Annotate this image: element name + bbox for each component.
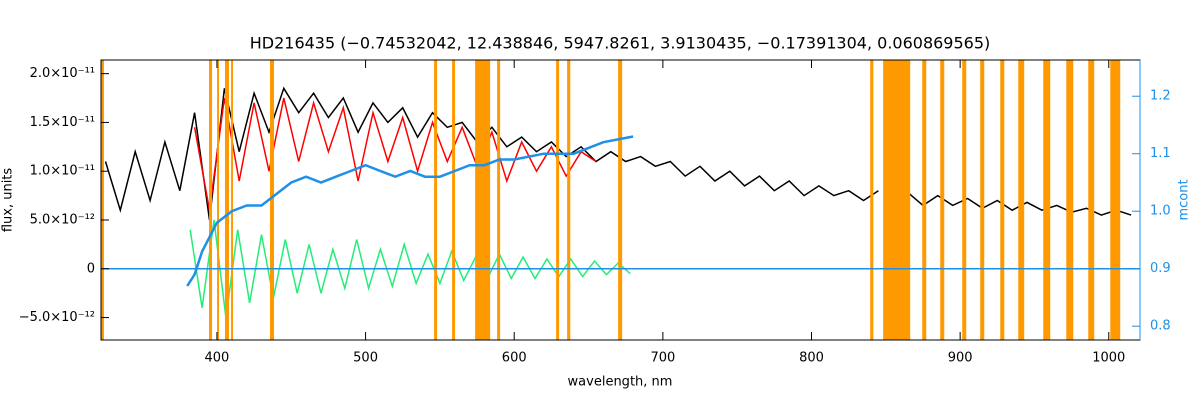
y-tick-label: 5.0×10⁻¹²: [30, 213, 95, 228]
y-tick-label: 0: [87, 261, 95, 276]
mask-band: [883, 60, 911, 340]
mask-band: [452, 60, 456, 340]
y2-tick-label: 1.2: [1150, 89, 1171, 104]
mask-band: [434, 60, 438, 340]
y-tick-label: 1.0×10⁻¹¹: [30, 164, 95, 179]
mask-band: [1043, 60, 1051, 340]
x-axis-label: wavelength, nm: [568, 375, 673, 390]
x-tick-label: 900: [948, 351, 973, 366]
mask-band: [1110, 60, 1121, 340]
x-tick-label: 800: [799, 351, 824, 366]
mask-band: [556, 60, 560, 340]
y2-tick-label: 0.9: [1150, 261, 1171, 276]
mask-band: [224, 60, 229, 340]
mask-band: [209, 60, 213, 340]
x-tick-label: 400: [205, 351, 230, 366]
mask-band: [922, 60, 927, 340]
mask-band: [962, 60, 967, 340]
mask-band: [270, 60, 275, 340]
y2-tick-label: 1.1: [1150, 146, 1171, 161]
mask-band: [980, 60, 985, 340]
y2-tick-label: 1.0: [1150, 204, 1171, 219]
mask-band: [870, 60, 874, 340]
y-axis-label: flux, units: [1, 168, 16, 233]
y-tick-label: 1.5×10⁻¹¹: [30, 115, 95, 130]
mask-band: [567, 60, 571, 340]
x-tick-label: 600: [502, 351, 527, 366]
mask-band: [1018, 60, 1025, 340]
chart-title: HD216435 (−0.74532042, 12.438846, 5947.8…: [250, 34, 991, 53]
y2-axis-label: mcont: [1177, 179, 1192, 220]
mask-band: [940, 60, 945, 340]
x-tick-label: 1000: [1092, 351, 1125, 366]
y-tick-label: 2.0×10⁻¹¹: [30, 66, 95, 81]
x-tick-label: 500: [353, 351, 378, 366]
mask-band: [1066, 60, 1074, 340]
mask-band: [1088, 60, 1095, 340]
mask-band: [101, 60, 104, 340]
mask-band: [497, 60, 501, 340]
y-tick-label: −5.0×10⁻¹²: [19, 310, 95, 325]
mask-band: [475, 60, 491, 340]
mask-band: [231, 60, 233, 340]
series-line: [186, 135, 634, 287]
mask-band: [217, 60, 220, 340]
mask-band: [1000, 60, 1005, 340]
x-tick-label: 700: [650, 351, 675, 366]
mask-band: [618, 60, 623, 340]
y2-tick-label: 0.8: [1150, 319, 1171, 334]
